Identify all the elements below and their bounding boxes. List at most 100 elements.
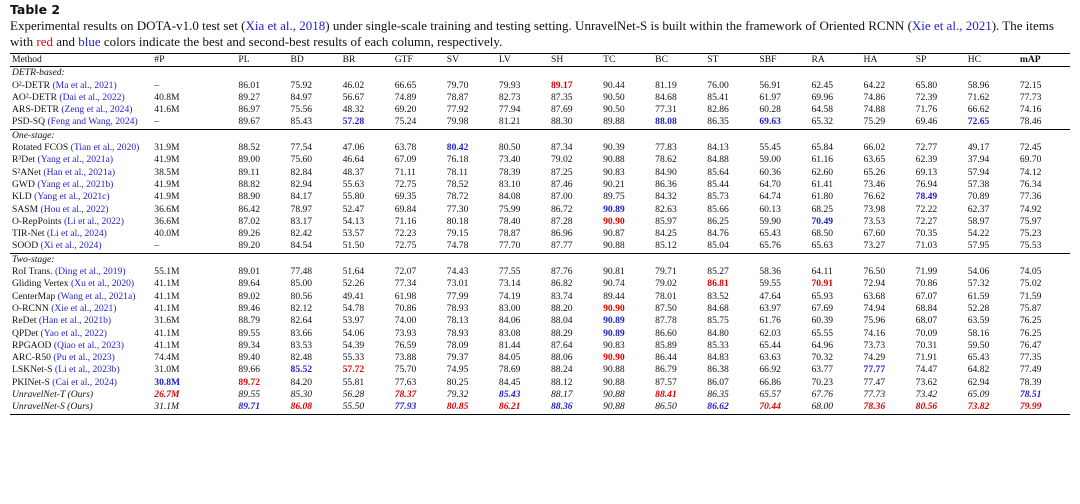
citation: (Han et al., 2021a) — [43, 166, 116, 178]
value-cell: 87.78 — [655, 315, 677, 327]
value-cell: 90.89 — [603, 315, 625, 327]
value-cell: 69.20 — [394, 104, 417, 116]
value-cell: 90.89 — [603, 203, 625, 215]
method-name: TIR-Net — [12, 228, 45, 240]
value-cell: 61.98 — [394, 290, 417, 302]
method-cell: GWD (Yang et al., 2021b) — [10, 179, 152, 191]
value-cell: 72.75 — [394, 178, 417, 190]
results-table: Method #P PL BD BR GTF SV LV SH TC BC ST SBF RA HA SP HC… — [10, 52, 1070, 415]
value-cell: 77.73 — [1019, 91, 1042, 103]
method-cell: RPGAOD (Qiao et al., 2023) — [10, 340, 152, 352]
value-cell: 72.07 — [394, 266, 417, 278]
value-cell: 63.65 — [863, 154, 886, 166]
value-cell: 64.22 — [863, 79, 886, 91]
value-cell: 75.29 — [863, 116, 886, 128]
value-cell: 86.42 — [238, 203, 261, 215]
value-cell: 72.27 — [915, 215, 938, 227]
citation: (Dai et al., 2022) — [59, 91, 125, 103]
value-cell: 85.75 — [707, 315, 729, 327]
value-cell: 90.88 — [601, 401, 654, 415]
value-cell: 75.92 — [290, 79, 313, 91]
citation: (Xie et al., 2021) — [51, 302, 117, 314]
value-cell: 49.41 — [342, 290, 365, 302]
value-cell: 90.50 — [603, 104, 625, 116]
caption-segment: Experimental results on DOTA-v1.0 test s… — [10, 18, 246, 33]
group-row: One-stage: — [10, 128, 1070, 143]
citation: (Zeng et al., 2024) — [61, 104, 133, 116]
value-cell: 80.25 — [446, 376, 469, 388]
value-cell: 84.97 — [290, 91, 313, 103]
value-cell: 72.94 — [863, 278, 886, 290]
value-cell: 78.62 — [655, 154, 677, 166]
method-name: SASM — [12, 203, 39, 215]
value-cell: 88.29 — [550, 327, 573, 339]
value-cell: 74.78 — [446, 240, 469, 252]
value-cell: 51.50 — [342, 240, 365, 252]
table-row: RoI Trans. (Ding et al., 2019) 55.1M 89.01… — [10, 266, 1070, 278]
value-cell: 70.49 — [811, 215, 834, 227]
value-cell: 74.4M — [154, 352, 180, 364]
value-cell: 76.59 — [394, 339, 417, 351]
value-cell: 80.56 — [290, 290, 313, 302]
value-cell: 68.00 — [809, 401, 862, 415]
value-cell: 68.50 — [811, 228, 834, 240]
value-cell: 87.28 — [550, 215, 573, 227]
method-cell: Rotated FCOS (Tian et al., 2020) — [10, 142, 152, 154]
value-cell: 90.44 — [603, 79, 625, 91]
method-cell: SOOD (Xi et al., 2024) — [10, 240, 152, 253]
value-cell: 84.25 — [655, 228, 677, 240]
value-cell: 85.52 — [290, 364, 313, 376]
table-row: GWD (Yang et al., 2021b) 41.9M 88.82 82.94 5… — [10, 179, 1070, 191]
value-cell: 41.1M — [154, 290, 180, 302]
value-cell: 63.78 — [394, 142, 417, 154]
caption-segment: ). The items with — [10, 18, 1054, 49]
table-row: LSKNet-S (Li et al., 2023b) 31.0M 89.66 85.… — [10, 364, 1070, 376]
column-header: #P — [152, 52, 237, 68]
value-cell: 70.31 — [915, 339, 938, 351]
value-cell: 74.19 — [498, 290, 521, 302]
value-cell: 86.25 — [707, 215, 729, 227]
table-row: KLD (Yang et al., 2021c) 41.9M 88.90 84.17 5… — [10, 191, 1070, 203]
value-cell: 66.65 — [394, 79, 417, 91]
value-cell: 82.86 — [707, 104, 729, 116]
value-cell: 70.32 — [811, 352, 834, 364]
method-cell: UnravelNet-S (Ours) — [10, 401, 153, 415]
value-cell: 55.45 — [759, 142, 781, 154]
value-cell: 73.46 — [863, 178, 886, 190]
value-cell: 74.86 — [863, 91, 886, 103]
value-cell: 89.34 — [238, 339, 261, 351]
document: Table 2 Experimental results on DOTA-v1.… — [10, 2, 1070, 415]
value-cell: 70.35 — [915, 228, 938, 240]
value-cell: 74.43 — [446, 266, 469, 278]
value-cell: 74.05 — [1019, 266, 1042, 278]
value-cell: 89.44 — [603, 290, 625, 302]
value-cell: 75.56 — [290, 104, 313, 116]
value-cell: 87.02 — [238, 215, 261, 227]
value-cell: 46.64 — [342, 154, 365, 166]
value-cell: 79.37 — [446, 352, 469, 364]
value-cell: 62.03 — [759, 327, 781, 339]
value-cell: 77.92 — [446, 104, 469, 116]
value-cell: 88.36 — [548, 401, 602, 415]
value-cell: 85.00 — [290, 278, 313, 290]
value-cell: 86.01 — [238, 79, 261, 91]
table-row: PSD-SQ (Feng and Wang, 2024) –89.67 85.43 5… — [10, 116, 1070, 129]
value-cell: 78.01 — [655, 290, 677, 302]
method-name: ARC-R50 — [12, 352, 51, 364]
value-cell: 69.84 — [394, 203, 417, 215]
table-row: ARC-R50 (Pu et al., 2023) 74.4M 89.40 82.48… — [10, 352, 1070, 364]
value-cell: 53.57 — [342, 228, 365, 240]
value-cell: 41.9M — [154, 154, 180, 166]
table-row: Gliding Vertex (Xu et al., 2020) 41.1M 89.… — [10, 278, 1070, 290]
value-cell: 73.93 — [394, 327, 417, 339]
value-cell: 64.96 — [811, 339, 834, 351]
value-cell: 83.00 — [498, 302, 521, 314]
value-cell: 67.60 — [863, 228, 886, 240]
method-name: GWD — [12, 178, 35, 190]
value-cell: 87.25 — [550, 166, 573, 178]
value-cell: 77.63 — [394, 376, 417, 388]
value-cell: 89.71 — [236, 401, 289, 415]
value-cell: 62.60 — [811, 166, 834, 178]
value-cell: 41.1M — [154, 302, 180, 314]
value-cell: 71.91 — [915, 352, 938, 364]
